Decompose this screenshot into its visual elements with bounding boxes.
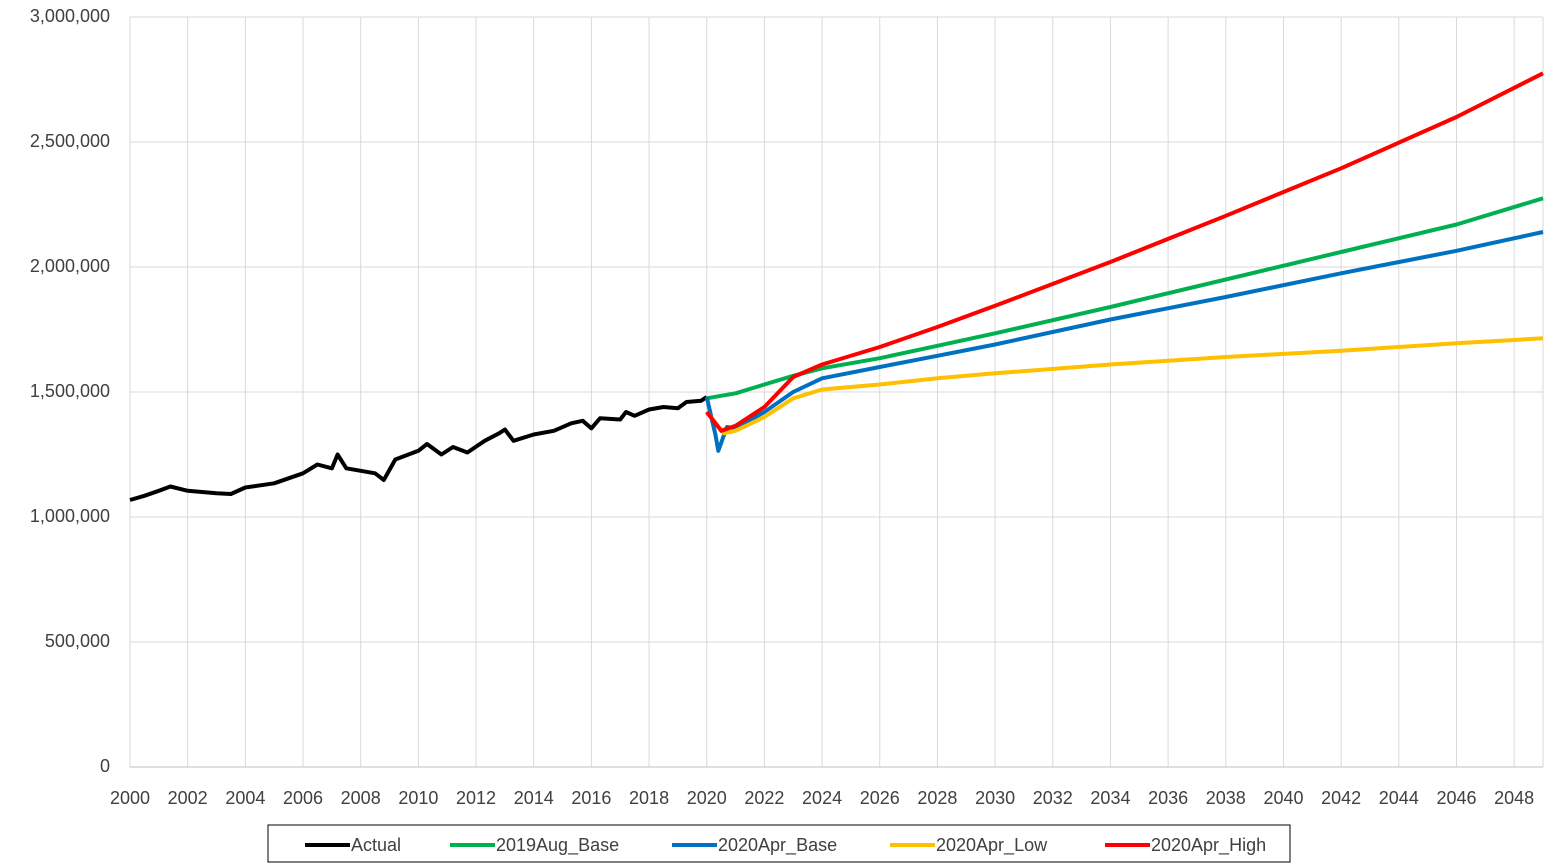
x-tick-label: 2002 (168, 788, 208, 808)
legend-label: 2020Apr_High (1151, 835, 1266, 856)
x-tick-label: 2036 (1148, 788, 1188, 808)
x-tick-label: 2026 (860, 788, 900, 808)
series-line (705, 336, 1544, 436)
x-tick-label: 2028 (917, 788, 957, 808)
y-tick-label: 500,000 (45, 631, 110, 651)
x-tick-label: 2010 (398, 788, 438, 808)
x-tick-label: 2042 (1321, 788, 1361, 808)
x-tick-label: 2008 (341, 788, 381, 808)
legend-label: 2019Aug_Base (496, 835, 619, 856)
x-tick-label: 2044 (1379, 788, 1419, 808)
y-tick-label: 0 (100, 756, 110, 776)
x-tick-label: 2012 (456, 788, 496, 808)
x-tick-label: 2032 (1033, 788, 1073, 808)
x-tick-label: 2018 (629, 788, 669, 808)
x-tick-label: 2006 (283, 788, 323, 808)
y-tick-label: 3,000,000 (30, 6, 110, 26)
x-tick-label: 2024 (802, 788, 842, 808)
x-tick-label: 2014 (514, 788, 554, 808)
x-tick-label: 2040 (1263, 788, 1303, 808)
y-tick-label: 1,500,000 (30, 381, 110, 401)
legend-label: 2020Apr_Base (718, 835, 837, 856)
legend-label: Actual (351, 835, 401, 855)
x-tick-label: 2034 (1090, 788, 1130, 808)
series-line (129, 395, 708, 502)
series-line (705, 71, 1544, 433)
legend: Actual 2019Aug_Base 2020Apr_Base 2020Apr_Lo… (267, 824, 1291, 863)
x-tick-label: 2048 (1494, 788, 1534, 808)
x-tick-label: 2038 (1206, 788, 1246, 808)
x-tick-label: 2030 (975, 788, 1015, 808)
x-tick-label: 2020 (687, 788, 727, 808)
y-tick-label: 2,000,000 (30, 256, 110, 276)
series-line (704, 230, 1544, 453)
series-line (706, 196, 1544, 401)
x-tick-label: 2046 (1436, 788, 1476, 808)
x-tick-label: 2004 (225, 788, 265, 808)
x-tick-label: 2000 (110, 788, 150, 808)
legend-label: 2020Apr_Low (936, 835, 1048, 856)
y-tick-label: 1,000,000 (30, 506, 110, 526)
y-tick-label: 2,500,000 (30, 131, 110, 151)
x-tick-label: 2022 (744, 788, 784, 808)
x-tick-label: 2016 (571, 788, 611, 808)
